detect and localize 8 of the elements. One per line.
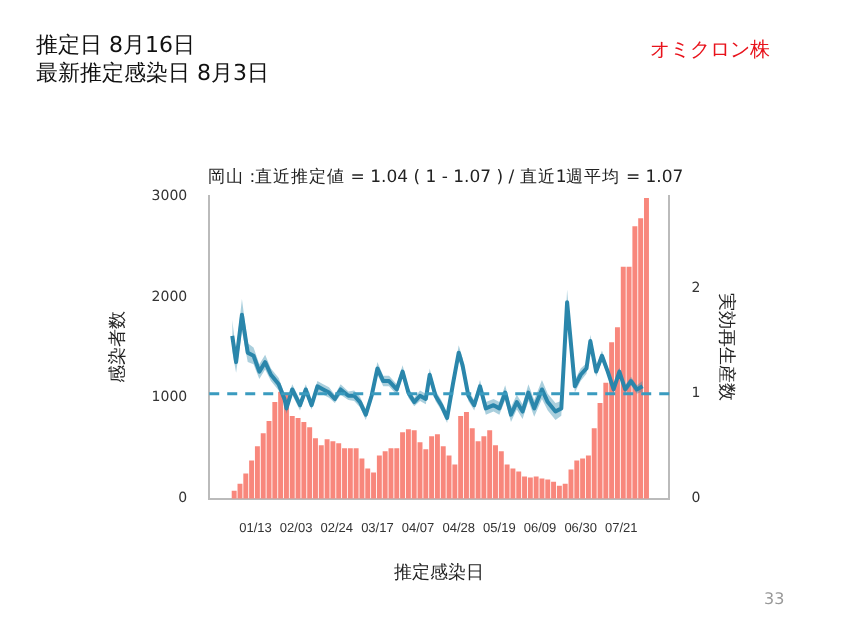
chart-subtitle: 最新推定感染日 8月3日 (36, 60, 269, 88)
text: オミクロン株 (650, 37, 770, 64)
x-axis-title: 推定感染日 (394, 561, 485, 584)
text: 岡山 :直近推定値 = 1.04 ( 1 - 1.07 ) / 直近1週平均 = 1.07 (208, 166, 684, 190)
chart-title: 推定日 8月16日 (36, 32, 197, 60)
y2-axis-title: 実効再生産数 (714, 293, 737, 402)
y-axis-title: 感染者数 (107, 311, 130, 384)
text: 33 (764, 590, 785, 608)
